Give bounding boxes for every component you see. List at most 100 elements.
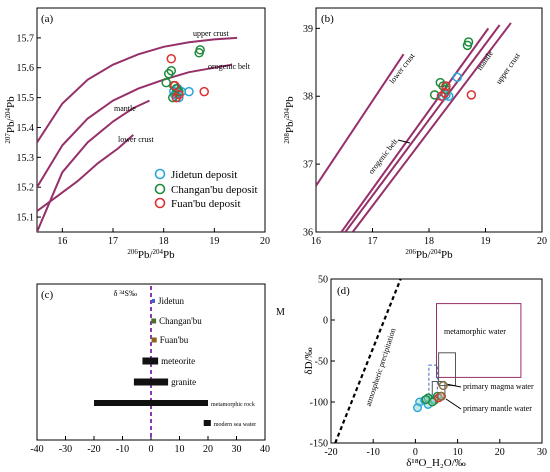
model-line xyxy=(344,24,501,232)
x-tick-label: 10 xyxy=(453,447,463,458)
panel-label: (b) xyxy=(321,13,334,25)
data-point xyxy=(174,89,184,100)
meteoric-water-line xyxy=(334,278,402,444)
range-bar xyxy=(151,299,155,303)
x-tick-label: 30 xyxy=(537,447,547,458)
panel-b: (b) 16 17 18 19 20 36 37 38 39 206Pb/204Pb 208Pb/20… xyxy=(283,7,547,261)
data-point xyxy=(436,91,447,101)
panel-a: (a) 16 17 18 19 20 15.1 15.2 15.3 15.4 15.5 15.6 15.… xyxy=(4,7,270,261)
model-curve xyxy=(37,63,233,188)
y-tick-label: 37 xyxy=(303,160,313,171)
x-tick-label: 17 xyxy=(108,236,118,247)
data-point xyxy=(437,391,447,401)
range-bar xyxy=(142,357,159,365)
x-tick-label: 20 xyxy=(203,444,213,455)
panel-label: (d) xyxy=(337,285,350,297)
model-line xyxy=(316,53,405,187)
data-point xyxy=(441,81,451,91)
panel-d: (d)-20 -10 0 10 20 30500-50-100-150δ¹⁸O_H₂O/‰… xyxy=(303,275,547,470)
side-label: M xyxy=(276,307,285,318)
data-point xyxy=(462,40,473,51)
data-point xyxy=(413,403,423,413)
region-label: primary mantle water xyxy=(463,404,532,413)
x-tick-label: 18 xyxy=(159,236,169,247)
axis-title: δ ³⁴S‰ xyxy=(114,289,137,298)
data-point xyxy=(166,65,177,76)
y-tick-label: 15.1 xyxy=(17,213,35,224)
legend-label: Changan'bu deposit xyxy=(171,184,258,196)
model-curve xyxy=(37,36,238,143)
x-axis-label: 206Pb/204Pb xyxy=(127,248,175,261)
y-axis-label: 208Pb/204Pb xyxy=(283,96,296,144)
curve-label: mantle xyxy=(114,104,136,113)
x-tick-label: 18 xyxy=(424,236,434,247)
x-tick-label: 10 xyxy=(175,444,185,455)
range-label: Fuan'bu xyxy=(160,335,189,345)
model-line xyxy=(340,27,490,232)
mantle-arrow xyxy=(445,398,462,410)
legend-label: Fuan'bu deposit xyxy=(171,198,241,210)
y-tick-label: 36 xyxy=(303,228,313,239)
curves xyxy=(37,36,238,232)
curve-label: upper crust xyxy=(193,29,230,38)
y-tick-label: 50 xyxy=(318,275,328,286)
x-tick-label: 20 xyxy=(537,236,547,247)
panel-c: (c) -40 -30 -20 -10 0 10 20 30 40 δ ³⁴S‰ M Jidetun Ch… xyxy=(30,283,285,455)
data-point xyxy=(163,68,174,79)
range-bar xyxy=(133,378,169,386)
y-tick-label: 15.3 xyxy=(17,153,35,164)
data-point xyxy=(429,90,440,100)
region-box xyxy=(436,303,522,378)
legend-marker xyxy=(154,168,166,180)
x-axis-label: δ¹⁸O_H₂O/‰ xyxy=(406,457,466,469)
y-axis-label: δD/‰ xyxy=(303,347,315,374)
y-tick-label: 15.5 xyxy=(17,93,35,104)
y-tick-label: 15.2 xyxy=(17,183,35,194)
x-tick-label: 19 xyxy=(209,236,219,247)
x-tick-label: 0 xyxy=(149,444,154,455)
legend-marker xyxy=(154,183,166,195)
x-tick-label: 17 xyxy=(368,236,378,247)
data-point xyxy=(166,54,177,64)
range-bar xyxy=(151,318,157,324)
data-point xyxy=(195,45,205,55)
x-tick-label: -20 xyxy=(87,444,100,455)
curve-label: lower crust xyxy=(118,135,155,144)
y-tick-label: -150 xyxy=(310,439,328,450)
model-line xyxy=(351,22,512,232)
data-point xyxy=(452,72,462,82)
model-curve xyxy=(37,99,150,232)
x-tick-label: 0 xyxy=(413,447,418,458)
x-tick-label: -30 xyxy=(59,444,72,455)
curve-label: orogenic belt xyxy=(208,62,251,71)
region-label: primary magma water xyxy=(463,382,534,391)
lines xyxy=(316,22,512,232)
x-tick-label: -20 xyxy=(324,447,337,458)
y-tick-label: 38 xyxy=(303,92,313,103)
y-tick-label: 0 xyxy=(323,316,328,327)
x-tick-label: -10 xyxy=(367,447,380,458)
model-curve xyxy=(37,134,134,212)
data-point xyxy=(466,90,477,100)
label-arrow xyxy=(397,139,411,144)
data-point xyxy=(199,86,209,97)
data-point xyxy=(171,92,182,103)
range-bar xyxy=(151,337,157,343)
y-tick-label: 15.4 xyxy=(17,123,35,134)
x-tick-label: 20 xyxy=(260,236,270,247)
x-tick-label: 30 xyxy=(232,444,242,455)
region-label: metamorphic water xyxy=(444,327,506,336)
range-label: metamorphic rock xyxy=(211,402,255,408)
x-tick-label: 19 xyxy=(481,236,491,247)
x-tick-label: -10 xyxy=(116,444,129,455)
panel-label: (a) xyxy=(41,13,54,25)
plot-frame xyxy=(36,7,266,233)
range-label: meteorite xyxy=(161,356,195,366)
range-label: Changan'bu xyxy=(159,316,202,326)
y-tick-label: 15.6 xyxy=(17,63,35,74)
data-point xyxy=(421,395,431,405)
x-tick-label: 16 xyxy=(57,236,67,247)
x-tick-label: -40 xyxy=(30,444,43,455)
panel-label: (c) xyxy=(41,289,54,301)
